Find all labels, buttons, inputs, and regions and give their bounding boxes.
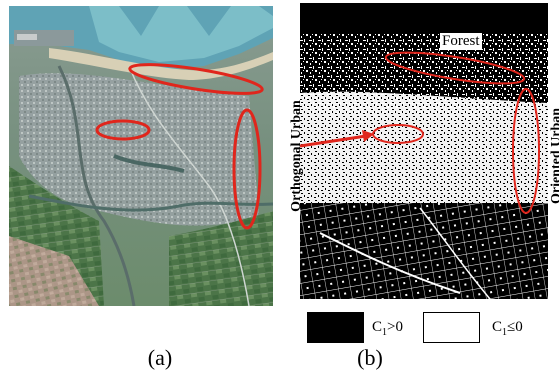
orthogonal-urban-label: Orthogonal Urban [289,100,304,212]
classification-map-panel [300,3,548,299]
legend-swatch-nonpositive [423,312,480,343]
satellite-image-panel [9,6,273,306]
legend-swatch-positive [307,312,364,343]
oriented-urban-label: Oriented Urban [549,107,559,205]
legend-label-positive: C1>0 [372,319,403,338]
panel-a-caption: (a) [147,345,173,370]
legend-label-nonpositive: C1≤0 [492,319,523,338]
panel-b-caption: (b) [357,345,383,370]
forest-label: Forest [440,33,482,50]
